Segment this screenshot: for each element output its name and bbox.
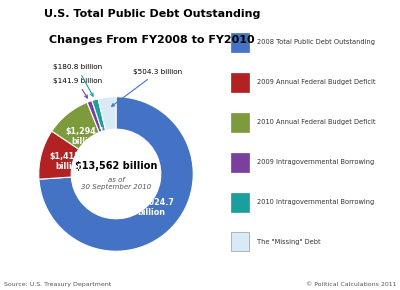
Text: as of
30 September 2010: as of 30 September 2010 (81, 177, 151, 190)
Text: 2010 Annual Federal Budget Deficit: 2010 Annual Federal Budget Deficit (257, 119, 376, 125)
Text: 2010 Intragovernmental Borrowing: 2010 Intragovernmental Borrowing (257, 199, 374, 205)
FancyBboxPatch shape (232, 153, 249, 172)
Text: $180.8 billion: $180.8 billion (53, 64, 102, 96)
Wedge shape (87, 101, 102, 133)
FancyBboxPatch shape (232, 113, 249, 132)
FancyBboxPatch shape (232, 233, 249, 251)
Text: $1,294.1
billion: $1,294.1 billion (66, 126, 105, 146)
Wedge shape (98, 97, 116, 130)
FancyBboxPatch shape (232, 193, 249, 211)
Text: U.S. Total Public Debt Outstanding: U.S. Total Public Debt Outstanding (44, 9, 260, 19)
FancyBboxPatch shape (232, 33, 249, 52)
Text: © Political Calculations 2011: © Political Calculations 2011 (306, 282, 396, 287)
Text: $10,024.7
billion: $10,024.7 billion (129, 197, 174, 217)
Text: The "Missing" Debt: The "Missing" Debt (257, 239, 321, 245)
Text: 2009 Intragovernmental Borrowing: 2009 Intragovernmental Borrowing (257, 159, 374, 165)
Wedge shape (52, 102, 99, 149)
Wedge shape (39, 97, 193, 251)
Text: $504.3 billion: $504.3 billion (112, 69, 182, 106)
Text: $141.9 billion: $141.9 billion (53, 78, 102, 98)
Text: $13,562 billion: $13,562 billion (75, 161, 157, 171)
Text: $1,415.7
billion: $1,415.7 billion (49, 152, 88, 171)
FancyBboxPatch shape (232, 73, 249, 92)
Text: Source: U.S. Treasury Department: Source: U.S. Treasury Department (4, 282, 111, 287)
Text: Changes From FY2008 to FY2010: Changes From FY2008 to FY2010 (49, 35, 255, 45)
Wedge shape (39, 131, 79, 179)
Wedge shape (92, 99, 106, 131)
Text: 2009 Annual Federal Budget Deficit: 2009 Annual Federal Budget Deficit (257, 79, 376, 85)
Text: 2008 Total Public Debt Outstanding: 2008 Total Public Debt Outstanding (257, 39, 375, 45)
